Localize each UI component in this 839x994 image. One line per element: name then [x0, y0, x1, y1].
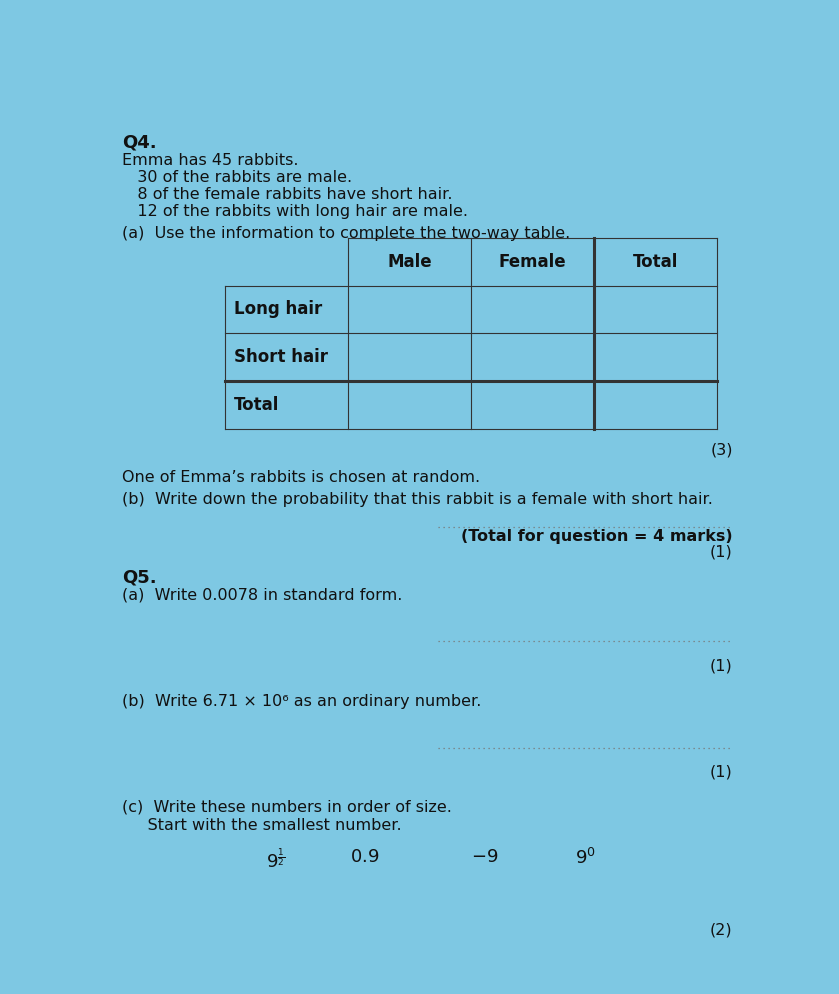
Text: (1): (1)	[710, 764, 732, 779]
Text: One of Emma’s rabbits is chosen at random.: One of Emma’s rabbits is chosen at rando…	[122, 470, 480, 485]
Text: (1): (1)	[710, 545, 732, 560]
Text: Total: Total	[234, 396, 279, 414]
Text: Start with the smallest number.: Start with the smallest number.	[122, 818, 402, 833]
Text: 8 of the female rabbits have short hair.: 8 of the female rabbits have short hair.	[122, 187, 452, 202]
Text: Long hair: Long hair	[234, 300, 322, 318]
Text: Q4.: Q4.	[122, 133, 157, 151]
Text: (a)  Write 0.0078 in standard form.: (a) Write 0.0078 in standard form.	[122, 587, 402, 602]
Text: 30 of the rabbits are male.: 30 of the rabbits are male.	[122, 170, 352, 185]
Text: $-9$: $-9$	[471, 848, 498, 866]
Text: 12 of the rabbits with long hair are male.: 12 of the rabbits with long hair are mal…	[122, 204, 468, 219]
Text: Short hair: Short hair	[234, 348, 328, 366]
Text: (1): (1)	[710, 658, 732, 673]
Text: Male: Male	[388, 252, 432, 270]
Text: (Total for question = 4 marks): (Total for question = 4 marks)	[461, 530, 732, 545]
Text: (3): (3)	[710, 442, 732, 457]
Text: (b)  Write 6.71 × 10⁶ as an ordinary number.: (b) Write 6.71 × 10⁶ as an ordinary numb…	[122, 694, 482, 709]
Text: Q5.: Q5.	[122, 569, 157, 587]
Text: (b)  Write down the probability that this rabbit is a female with short hair.: (b) Write down the probability that this…	[122, 492, 713, 507]
Text: (c)  Write these numbers in order of size.: (c) Write these numbers in order of size…	[122, 800, 451, 815]
Text: $0.9$: $0.9$	[350, 848, 379, 866]
Text: (2): (2)	[710, 922, 732, 937]
Text: Female: Female	[498, 252, 566, 270]
Text: Total: Total	[633, 252, 678, 270]
Text: Emma has 45 rabbits.: Emma has 45 rabbits.	[122, 153, 299, 168]
Text: $9^0$: $9^0$	[575, 848, 596, 868]
Text: (a)  Use the information to complete the two-way table.: (a) Use the information to complete the …	[122, 226, 571, 241]
Text: $9^{\frac{1}{2}}$: $9^{\frac{1}{2}}$	[266, 848, 285, 872]
